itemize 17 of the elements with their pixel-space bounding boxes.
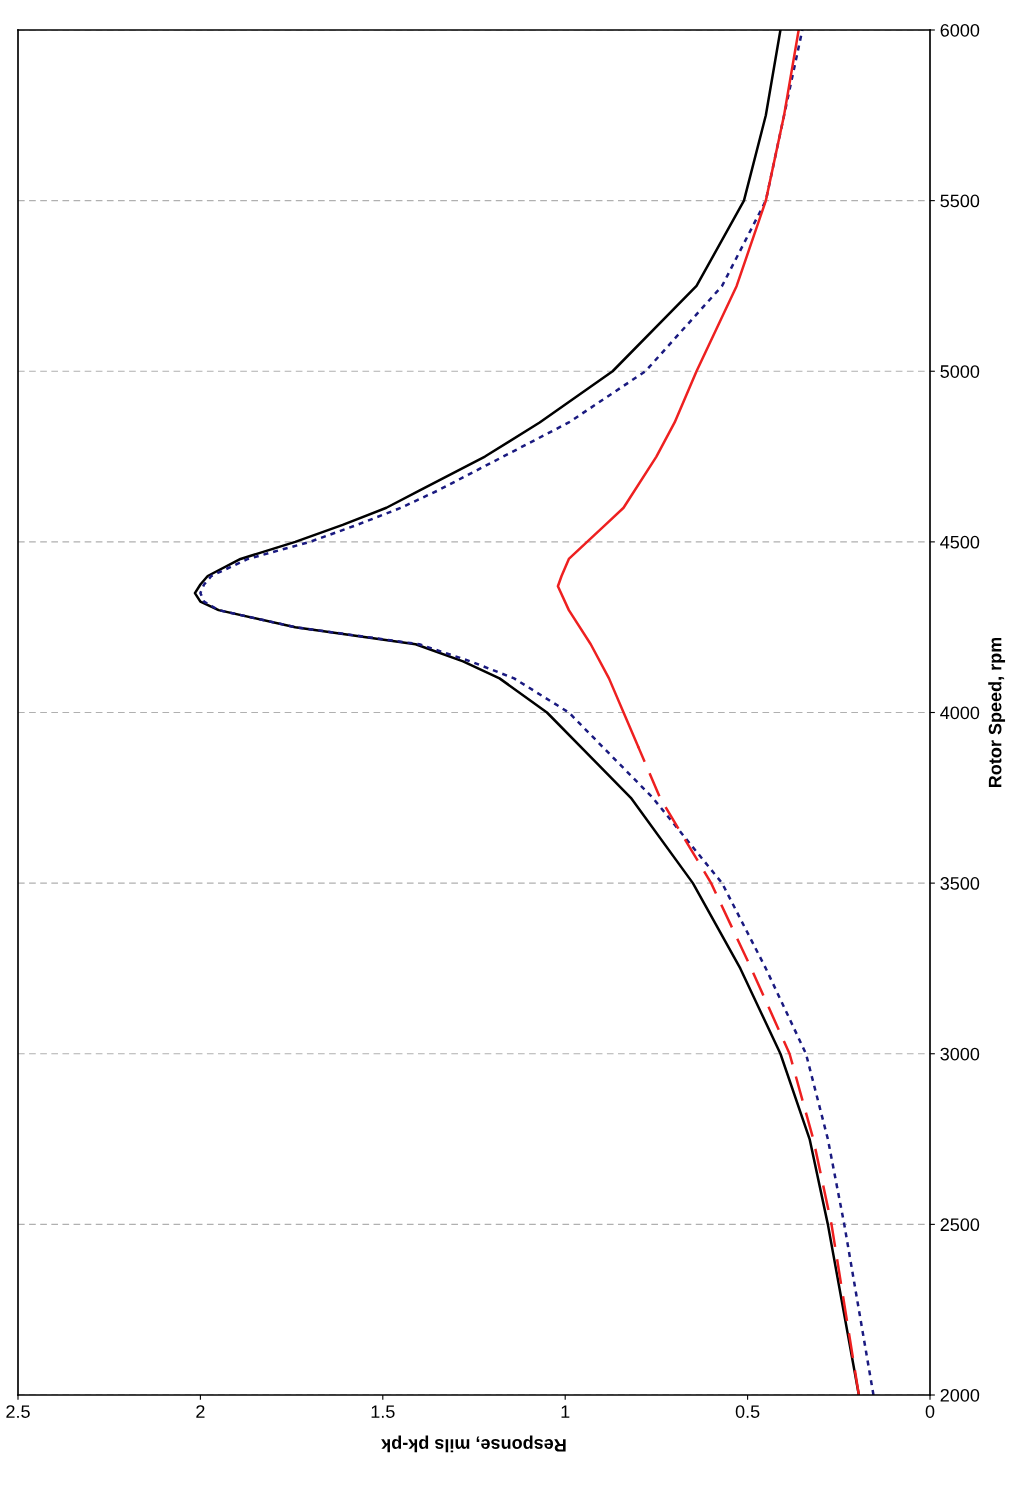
- y-tick-label: 4500: [940, 535, 980, 549]
- y-tick-label: 5500: [940, 194, 980, 208]
- x-tick-label: 0.5: [735, 1405, 760, 1418]
- y-tick-label: 3500: [940, 877, 980, 890]
- x-tick-label: 1.5: [371, 1405, 395, 1418]
- y-tick-label: 3000: [940, 1047, 980, 1061]
- y-tick-label: 6000: [940, 23, 980, 37]
- y-axis-title: Rotor Speed, rpm: [988, 637, 1006, 788]
- y-tick-label: 5000: [940, 365, 980, 378]
- x-tick-label: 0: [925, 1405, 935, 1418]
- x-tick-label: 1: [561, 1405, 570, 1418]
- x-axis-title: Response, mils pk-pk: [381, 1435, 566, 1453]
- x-tick-label: 2.5: [6, 1405, 30, 1418]
- x-tick-label: 2: [196, 1405, 205, 1418]
- y-tick-label: 2500: [940, 1218, 980, 1232]
- y-tick-label: 2000: [940, 1388, 980, 1402]
- y-tick-label: 4000: [940, 706, 980, 720]
